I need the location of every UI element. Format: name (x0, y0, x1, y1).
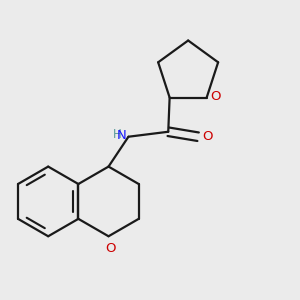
Text: N: N (117, 129, 127, 142)
Text: H: H (112, 128, 121, 141)
Text: O: O (105, 242, 116, 255)
Text: O: O (211, 90, 221, 103)
Text: O: O (202, 130, 213, 142)
